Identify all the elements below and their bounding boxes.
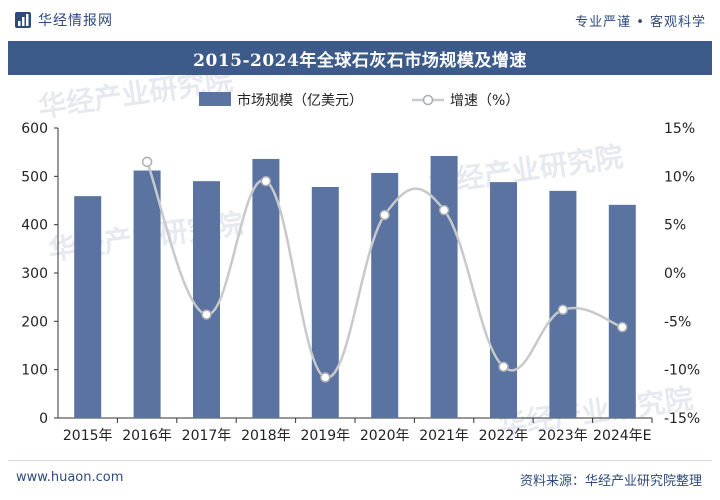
growth-point-3 [201, 309, 212, 320]
bar-9 [549, 190, 577, 418]
top-bar: 华经情报网 专业严谨 • 客观科学 [0, 0, 720, 40]
growth-point-7 [438, 204, 450, 216]
brand-logo-icon [15, 12, 31, 28]
footer-source: 资料来源：华经产业研究院整理 [519, 474, 702, 489]
footer-divider [8, 460, 712, 461]
x-tick-label: 2020年 [360, 428, 410, 444]
x-tick-label: 2016年 [122, 428, 172, 444]
bar-5 [311, 186, 339, 418]
growth-point-9 [557, 304, 569, 315]
legend-bar-label: 市场规模（亿美元） [237, 92, 363, 109]
legend-bar-swatch [199, 92, 231, 106]
growth-point-2 [141, 156, 153, 168]
slogan: 专业严谨 • 客观科学 [575, 15, 706, 30]
y-left-tick-label: 600 [21, 121, 48, 137]
x-tick-label: 2018年 [241, 428, 291, 444]
bar-10 [608, 204, 636, 418]
footer-url[interactable]: www.huaon.com [16, 470, 124, 485]
y-right-tick-label: 0% [664, 266, 686, 282]
brand-name: 华经情报网 [38, 13, 113, 29]
chart-svg: 华经产业研究院华经产业研究院华经产业研究院华经产业研究院010020030040… [21, 64, 700, 444]
y-left-tick-label: 300 [21, 266, 48, 282]
chart-title: 2015-2024年全球石灰石市场规模及增速 [193, 50, 527, 71]
bar-8 [490, 182, 517, 418]
x-tick-label: 2023年 [538, 428, 588, 444]
x-tick-label: 2021年 [419, 428, 469, 444]
growth-point-10 [617, 321, 628, 333]
x-tick-label: 2024年E [593, 428, 651, 444]
growth-point-6 [379, 209, 390, 221]
bar-4 [252, 158, 280, 418]
y-left-tick-label: 0 [39, 411, 48, 427]
bar-1 [74, 196, 102, 418]
bar-6 [371, 172, 399, 418]
x-tick-label: 2017年 [182, 428, 232, 444]
y-right-tick-label: 15% [664, 121, 695, 137]
growth-point-8 [498, 361, 509, 373]
growth-line [145, 161, 623, 379]
x-tick-label: 2022年 [479, 428, 529, 444]
legend-line-label: 增速（%） [450, 93, 519, 109]
bar-3 [193, 181, 220, 418]
y-left-tick-label: 500 [21, 169, 48, 185]
title-bar: 2015-2024年全球石灰石市场规模及增速 [8, 41, 712, 75]
legend-line-marker [422, 94, 434, 106]
chart-area: 华经产业研究院华经产业研究院华经产业研究院华经产业研究院010020030040… [0, 64, 720, 460]
y-left-tick-label: 200 [21, 314, 48, 330]
y-right-tick-label: -5% [664, 314, 691, 330]
bar-2 [133, 170, 161, 418]
growth-point-4 [260, 175, 272, 187]
brand[interactable]: 华经情报网 [14, 10, 113, 30]
y-right-tick-label: -10% [664, 363, 700, 379]
growth-point-5 [320, 372, 331, 383]
y-right-tick-label: 10% [664, 169, 695, 185]
bar-7 [430, 156, 458, 418]
footer: www.huaon.com 资料来源：华经产业研究院整理 [0, 460, 720, 500]
y-right-tick-label: -15% [664, 411, 700, 427]
x-tick-label: 2019年 [300, 428, 350, 444]
x-tick-label: 2015年 [63, 428, 113, 444]
y-right-tick-label: 5% [664, 218, 686, 234]
y-left-tick-label: 100 [21, 363, 48, 379]
y-left-tick-label: 400 [21, 218, 48, 234]
